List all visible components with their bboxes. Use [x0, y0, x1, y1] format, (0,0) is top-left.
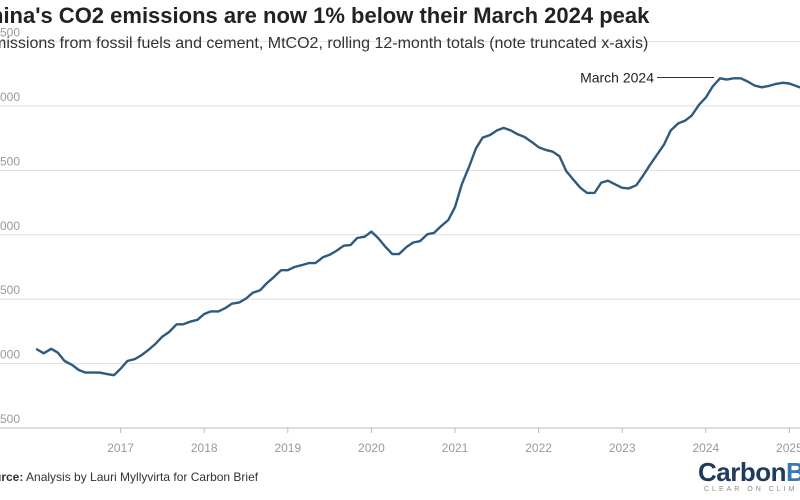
chart-subtitle: missions from fossil fuels and cement, M… [0, 35, 649, 52]
source-label: urce: [0, 470, 24, 484]
series-line [35, 77, 800, 377]
x-tick-label: 2024 [692, 441, 719, 455]
y-tick-label: 500 [0, 412, 20, 426]
y-tick-label: 000 [0, 90, 20, 104]
logo-word-brief: Bri [786, 458, 800, 487]
y-tick-label: 000 [0, 348, 20, 362]
x-tick-label: 2018 [191, 441, 218, 455]
y-tick-label: 500 [0, 283, 20, 297]
x-tick-label: 2021 [442, 441, 469, 455]
x-tick-label: 2020 [358, 441, 385, 455]
x-tick-label: 2017 [107, 441, 134, 455]
logo-tagline: CLEAR ON CLIM [704, 486, 798, 493]
chart-title: hina's CO2 emissions are now 1% below th… [0, 3, 650, 28]
x-tick-label: 2022 [525, 441, 552, 455]
logo-word-carbon: Carbon [698, 458, 787, 487]
y-tick-label: 500 [0, 26, 20, 40]
source-note: urce: Analysis by Lauri Myllyvirta for C… [0, 470, 258, 484]
source-text: Analysis by Lauri Myllyvirta for Carbon … [26, 470, 259, 484]
y-tick-label: 500 [0, 154, 20, 168]
x-axis-ticks: 2017 2018 2019 2020 2021 2022 2023 2024 2025 [107, 428, 800, 455]
x-tick-label: 2025 [776, 441, 800, 455]
x-tick-label: 2019 [274, 441, 301, 455]
annotation-label: March 2024 [580, 70, 654, 86]
y-tick-label: 000 [0, 219, 20, 233]
x-tick-label: 2023 [609, 441, 636, 455]
y-axis-tick-labels: 500 000 500 000 500 000 500 [0, 26, 20, 426]
gridlines [0, 41, 800, 365]
